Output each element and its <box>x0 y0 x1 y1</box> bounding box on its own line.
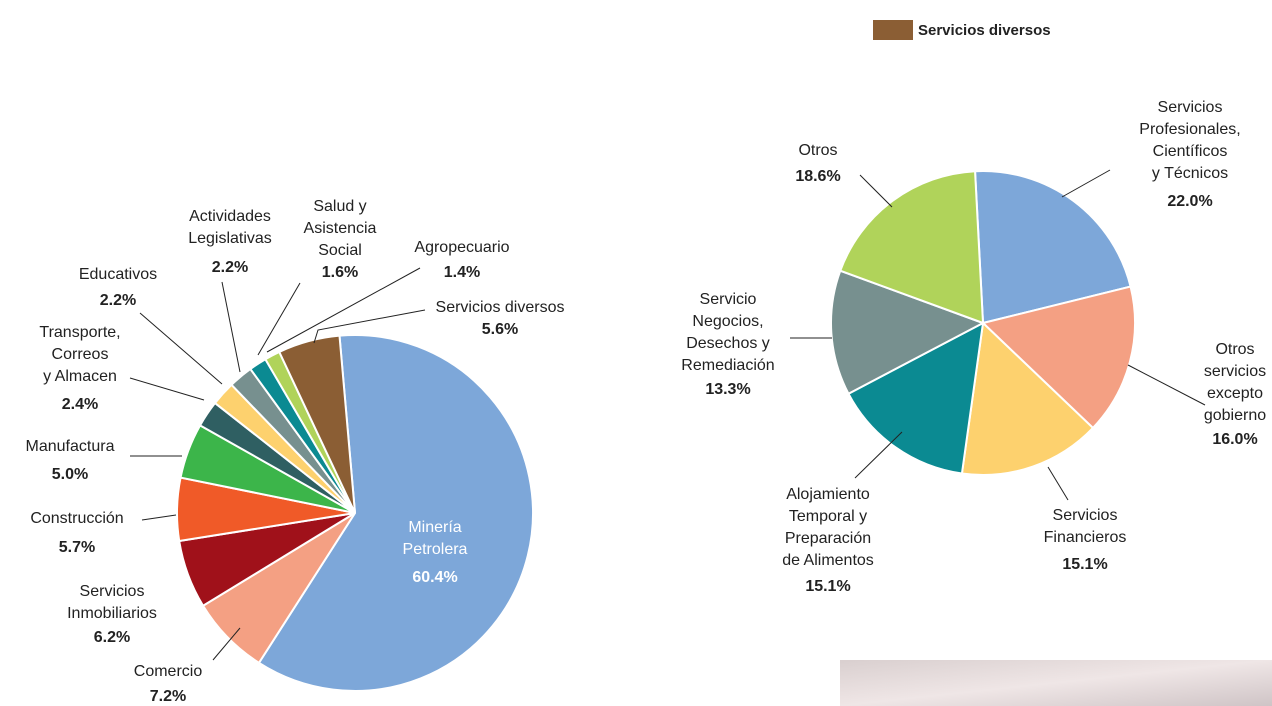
slice-label: Agropecuario <box>414 239 509 256</box>
chart: MineríaPetrolera60.4%Comercio7.2%Servici… <box>0 0 1272 706</box>
leader-line <box>140 313 222 384</box>
leader-line <box>258 283 300 355</box>
slice-value: 15.1% <box>805 578 850 595</box>
photo <box>840 660 1272 706</box>
slice-label: Servicios diversos <box>436 299 565 316</box>
leader-line <box>222 282 240 372</box>
leader-line <box>142 515 176 520</box>
slice-value: 2.2% <box>100 292 136 309</box>
leader-line <box>1062 170 1110 197</box>
leader-line <box>130 378 204 400</box>
leader-line <box>855 432 902 478</box>
slice-value: 2.2% <box>212 259 248 276</box>
slice-label: Manufactura <box>26 438 115 455</box>
slice-value: 5.6% <box>482 321 518 338</box>
slice-label: Construcción <box>30 510 123 527</box>
legend-label: Servicios diversos <box>918 22 1051 39</box>
leader-line <box>1048 467 1068 500</box>
slice-value: 7.2% <box>150 688 186 705</box>
slice-value: 1.4% <box>444 264 480 281</box>
slice-label: Educativos <box>79 266 157 283</box>
slice-value: 5.7% <box>59 539 95 556</box>
slice-value: 22.0% <box>1167 193 1212 210</box>
page: MineríaPetrolera60.4%Comercio7.2%Servici… <box>0 0 1272 706</box>
slice-value: 5.0% <box>52 466 88 483</box>
leader-line <box>860 175 892 207</box>
slice-value: 15.1% <box>1062 556 1107 573</box>
slice-value: 2.4% <box>62 396 98 413</box>
slice-value: 18.6% <box>795 168 840 185</box>
slice-value: 13.3% <box>705 381 750 398</box>
slice-value: 16.0% <box>1212 431 1257 448</box>
legend-swatch <box>873 20 913 40</box>
slice-label: Comercio <box>134 663 203 680</box>
slice-value: 60.4% <box>412 569 457 586</box>
slice-label: Otros <box>798 142 837 159</box>
slice-value: 1.6% <box>322 264 358 281</box>
slice-value: 6.2% <box>94 629 130 646</box>
leader-line <box>1128 365 1205 405</box>
